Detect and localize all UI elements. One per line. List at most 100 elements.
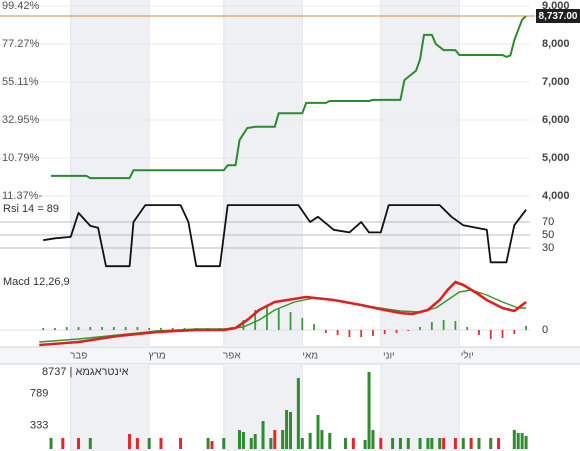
bar xyxy=(241,431,245,449)
bar xyxy=(285,410,289,449)
bar xyxy=(206,438,210,449)
y-tick-label: 333 xyxy=(30,420,48,432)
x-tick-label: אפר xyxy=(223,351,241,362)
bar xyxy=(88,438,92,449)
bar xyxy=(512,430,516,449)
bar xyxy=(77,327,80,330)
bar xyxy=(418,438,422,449)
bar xyxy=(171,328,174,330)
bar xyxy=(289,312,292,330)
bar xyxy=(478,330,480,335)
bar xyxy=(136,327,139,330)
bar xyxy=(61,438,65,449)
bar xyxy=(497,438,501,449)
label-layer: Rsi 14 = 89 Macd 12,26,9 8737 | אינטראגמ… xyxy=(2,0,580,432)
month-band xyxy=(70,364,150,451)
bar xyxy=(525,326,527,330)
bar xyxy=(328,432,332,449)
bar xyxy=(363,439,367,449)
bar xyxy=(419,327,421,330)
bar xyxy=(89,327,92,330)
bar xyxy=(520,432,524,449)
y2-tick-label: 11.37%- xyxy=(2,190,42,202)
bar xyxy=(489,330,492,339)
bar xyxy=(281,430,285,449)
bar xyxy=(320,430,324,449)
y-tick-label: 70 xyxy=(542,216,554,228)
y-tick-label: 7,000 xyxy=(542,76,570,88)
bar xyxy=(453,438,457,449)
bar xyxy=(454,321,457,330)
month-row xyxy=(0,348,580,363)
y2-tick-label: 55.11% xyxy=(2,76,39,88)
bar xyxy=(54,328,56,330)
last-price-box xyxy=(536,8,580,23)
bar xyxy=(49,438,53,449)
bar xyxy=(277,308,280,330)
y-tick-label: 5,000 xyxy=(542,152,570,164)
macd-title: Macd 12,26,9 xyxy=(3,276,70,288)
bar xyxy=(222,438,226,449)
x-tick-label: פבר xyxy=(70,351,87,362)
bar xyxy=(430,438,434,449)
bar xyxy=(383,330,386,334)
bar xyxy=(237,430,241,449)
bar xyxy=(371,430,375,449)
bar xyxy=(135,438,139,449)
bar xyxy=(65,327,68,330)
bar xyxy=(124,327,127,330)
y-tick-label: 50 xyxy=(542,229,554,241)
x-tick-label: יולי xyxy=(461,350,474,362)
y2-tick-label: 99.42% xyxy=(2,0,40,12)
month-band xyxy=(380,364,460,451)
y-tick-label: 8,000 xyxy=(542,38,570,50)
bar xyxy=(461,438,465,449)
month-band xyxy=(70,0,150,347)
bar xyxy=(159,438,163,449)
bar xyxy=(395,330,398,333)
x-tick-label: מאי xyxy=(302,351,318,362)
x-tick-label: יוני xyxy=(383,351,395,362)
y-tick-label: 789 xyxy=(30,388,48,400)
bar xyxy=(524,435,528,449)
bar xyxy=(426,438,430,449)
bar xyxy=(242,320,245,330)
bar xyxy=(316,414,320,449)
bar xyxy=(147,438,151,449)
bar xyxy=(101,327,103,330)
y2-tick-label: 77.27% xyxy=(2,38,40,50)
month-band xyxy=(380,0,460,347)
bar xyxy=(148,328,151,330)
bar xyxy=(266,306,268,330)
bar xyxy=(351,438,355,449)
bar xyxy=(398,438,402,449)
bar xyxy=(179,438,183,449)
bar xyxy=(442,438,446,449)
series-line xyxy=(43,204,527,268)
bar xyxy=(273,430,277,449)
bar xyxy=(406,438,410,449)
bar xyxy=(360,330,363,337)
y-tick-label: 0 xyxy=(542,324,548,336)
bar xyxy=(210,441,214,449)
bar xyxy=(313,324,315,330)
bar xyxy=(513,330,516,334)
bar xyxy=(249,438,253,449)
bar xyxy=(372,330,374,336)
bar xyxy=(301,318,304,330)
bar xyxy=(466,327,469,330)
bar xyxy=(42,328,45,330)
bar xyxy=(160,328,162,330)
series-line xyxy=(39,280,527,347)
volume-title: 8737 | אינטראגמא xyxy=(42,366,129,378)
y-tick-label: 30 xyxy=(542,242,554,254)
x-tick-label: מרץ xyxy=(149,351,166,362)
y-tick-label: 6,000 xyxy=(542,114,570,126)
y-tick-label: 9,000 xyxy=(542,0,570,12)
bar xyxy=(438,438,442,449)
y-tick-label: 4,000 xyxy=(542,190,570,202)
bar xyxy=(324,330,327,333)
